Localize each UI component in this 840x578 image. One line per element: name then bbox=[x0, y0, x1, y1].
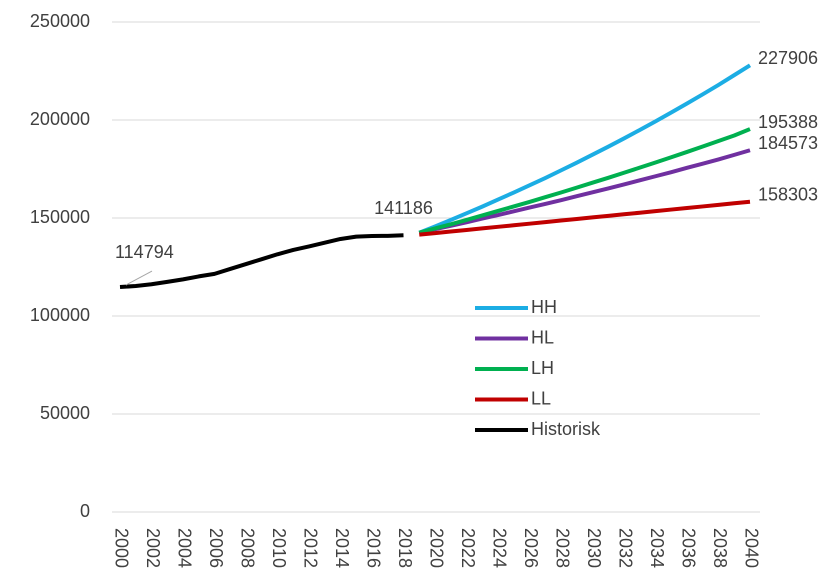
y-tick-label: 150000 bbox=[30, 207, 90, 227]
x-tick-label: 2026 bbox=[521, 528, 541, 568]
x-tick-label: 2040 bbox=[741, 528, 761, 568]
x-tick-label: 2010 bbox=[269, 528, 289, 568]
x-tick-label: 2024 bbox=[489, 528, 509, 568]
x-tick-label: 2038 bbox=[710, 528, 730, 568]
y-tick-label: 0 bbox=[80, 501, 90, 521]
x-tick-label: 2000 bbox=[111, 528, 131, 568]
data-label: 227906 bbox=[758, 48, 818, 68]
y-tick-label: 200000 bbox=[30, 109, 90, 129]
y-tick-label: 100000 bbox=[30, 305, 90, 325]
x-tick-label: 2008 bbox=[237, 528, 257, 568]
x-tick-label: 2028 bbox=[552, 528, 572, 568]
series-line bbox=[419, 199, 751, 237]
x-tick-label: 2034 bbox=[647, 528, 667, 568]
series-line bbox=[418, 63, 752, 235]
x-tick-label: 2012 bbox=[300, 528, 320, 568]
y-tick-label: 250000 bbox=[30, 11, 90, 31]
series-line bbox=[418, 127, 751, 235]
x-tick-label: 2036 bbox=[678, 528, 698, 568]
legend-label: LH bbox=[531, 358, 554, 378]
data-label: 141186 bbox=[374, 198, 433, 218]
legend-label: Historisk bbox=[531, 419, 601, 439]
x-tick-label: 2014 bbox=[332, 528, 352, 568]
x-tick-label: 2032 bbox=[615, 528, 635, 568]
legend-label: HH bbox=[531, 297, 557, 317]
leader-line bbox=[125, 270, 153, 286]
x-tick-label: 2018 bbox=[395, 528, 415, 568]
x-tick-label: 2022 bbox=[458, 528, 478, 568]
x-tick-label: 2004 bbox=[174, 528, 194, 568]
y-tick-label: 50000 bbox=[40, 403, 90, 423]
data-label: 195388 bbox=[758, 112, 818, 132]
x-tick-label: 2030 bbox=[584, 528, 604, 568]
legend-label: HL bbox=[531, 327, 554, 347]
data-label: 184573 bbox=[758, 133, 818, 153]
series-line bbox=[418, 148, 751, 235]
legend-label: LL bbox=[531, 388, 551, 408]
x-tick-label: 2020 bbox=[426, 528, 446, 568]
x-tick-label: 2006 bbox=[206, 528, 226, 568]
data-label: 114794 bbox=[115, 242, 174, 262]
x-tick-label: 2016 bbox=[363, 528, 383, 568]
x-tick-label: 2002 bbox=[143, 528, 163, 568]
data-label: 158303 bbox=[758, 184, 818, 204]
series-line bbox=[119, 233, 404, 289]
